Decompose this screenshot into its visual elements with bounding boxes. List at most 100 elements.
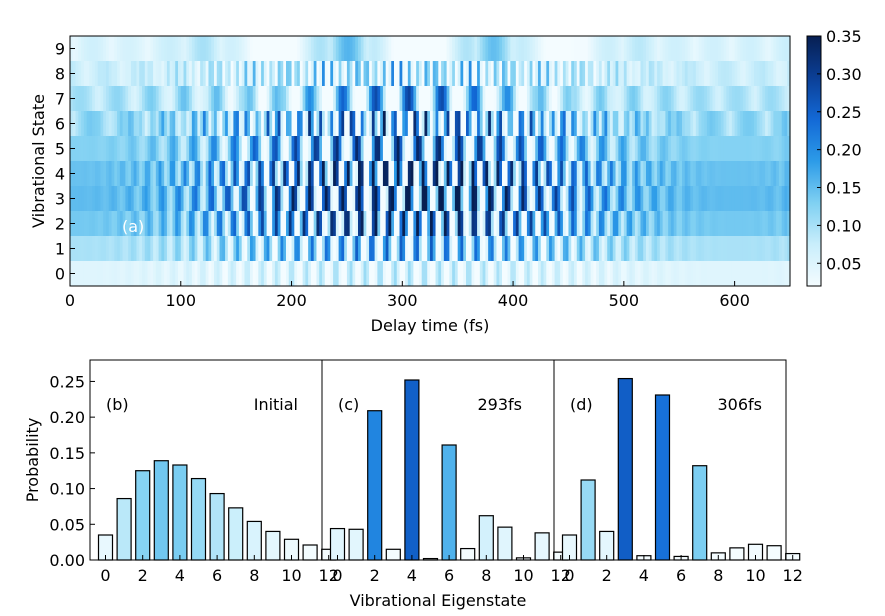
heatmap-cell [189, 236, 193, 261]
heatmap-cell [560, 186, 564, 211]
heatmap-cell [560, 61, 564, 86]
bar-x-tick-label: 0 [332, 566, 342, 585]
heatmap-cell [554, 261, 558, 286]
heatmap-cell [133, 186, 138, 211]
heatmap-cell [363, 261, 367, 286]
heatmap-cell [504, 86, 509, 111]
heatmap-cell [643, 61, 647, 86]
heatmap-cell [651, 36, 655, 61]
heatmap-cell [388, 236, 392, 261]
heatmap-cell [449, 36, 453, 61]
heatmap-cell [493, 261, 498, 286]
heatmap-cell [748, 136, 752, 161]
heatmap-cell [477, 161, 481, 186]
heatmap-cell [186, 261, 190, 286]
heatmap-cell [128, 136, 132, 161]
heatmap-cell [86, 136, 90, 161]
heatmap-cell [485, 236, 489, 261]
heatmap-cell [479, 111, 484, 136]
heatmap-cell [441, 261, 445, 286]
heatmap-cell [715, 211, 719, 236]
heatmap-cell [238, 36, 243, 61]
heatmap-cell [490, 161, 495, 186]
heatmap-cell [706, 211, 711, 236]
heatmap-cell [316, 136, 320, 161]
heatmap-cell [81, 211, 85, 236]
heatmap-cell [280, 261, 284, 286]
heatmap-cell [377, 161, 381, 186]
heatmap-cell [394, 236, 398, 261]
heatmap-cell [89, 86, 93, 111]
heatmap-cell [310, 36, 315, 61]
heatmap-cell [662, 36, 666, 61]
heatmap-cell [197, 261, 201, 286]
heatmap-cell [585, 211, 589, 236]
heatmap-cell [424, 161, 428, 186]
heatmap-cell [83, 61, 88, 86]
heatmap-cell [604, 61, 608, 86]
heatmap-cell [153, 186, 157, 211]
heatmap-cell [363, 211, 367, 236]
heatmap-cell [626, 211, 630, 236]
heatmap-cell [623, 211, 628, 236]
heatmap-cell [504, 236, 509, 261]
heatmap-cell [610, 61, 614, 86]
heatmap-cell [394, 36, 398, 61]
heatmap-cell [208, 161, 212, 186]
heatmap-cell [632, 261, 636, 286]
heatmap-cell [125, 111, 129, 136]
heatmap-cell [106, 111, 110, 136]
heatmap-cell [551, 261, 556, 286]
heatmap-cell [582, 161, 586, 186]
heatmap-cell [654, 136, 658, 161]
bar-x-tick-label: 4 [175, 566, 185, 585]
heatmap-cell [568, 36, 572, 61]
heatmap-cell [438, 161, 442, 186]
heatmap-cell [319, 36, 323, 61]
heatmap-cell [723, 61, 727, 86]
heatmap-cell [366, 161, 370, 186]
heatmap-cell [371, 86, 376, 111]
heatmap-cell [521, 61, 525, 86]
heatmap-cell [227, 161, 232, 186]
heatmap-cell [142, 261, 146, 286]
heatmap-cell [144, 186, 149, 211]
heatmap-cell [704, 211, 708, 236]
heatmap-cell [316, 211, 320, 236]
heatmap-cell [518, 86, 522, 111]
heatmap-cell [169, 161, 174, 186]
heatmap-cell [646, 136, 650, 161]
heatmap-cell [407, 211, 412, 236]
heatmap-cell [330, 161, 334, 186]
heatmap-cell [78, 161, 82, 186]
heatmap-cell [466, 36, 470, 61]
heatmap-cell [222, 261, 226, 286]
heatmap-cell [590, 111, 594, 136]
heatmap-cell [438, 261, 442, 286]
heatmap-cell [427, 111, 431, 136]
heatmap-cell [352, 86, 356, 111]
heatmap-cell [452, 211, 456, 236]
heatmap-cell [402, 211, 406, 236]
heatmap-cell [263, 61, 268, 86]
heatmap-cell [333, 261, 337, 286]
heatmap-x-label: Delay time (fs) [371, 316, 490, 335]
heatmap-cell [540, 236, 545, 261]
heatmap-cell [119, 86, 124, 111]
heatmap-cell [532, 136, 536, 161]
heatmap-cell [593, 186, 597, 211]
heatmap-cell [612, 111, 617, 136]
heatmap-cell [762, 86, 766, 111]
heatmap-cell [186, 136, 190, 161]
heatmap-cell [244, 211, 248, 236]
heatmap-cell [94, 36, 99, 61]
heatmap-cell [554, 186, 558, 211]
heatmap-cell [515, 61, 520, 86]
heatmap-cell [172, 111, 176, 136]
heatmap-cell [83, 86, 88, 111]
heatmap-cell [646, 211, 650, 236]
heatmap-cell [574, 61, 578, 86]
heatmap-cell [607, 61, 611, 86]
heatmap-cell [75, 161, 79, 186]
heatmap-cell [499, 136, 503, 161]
